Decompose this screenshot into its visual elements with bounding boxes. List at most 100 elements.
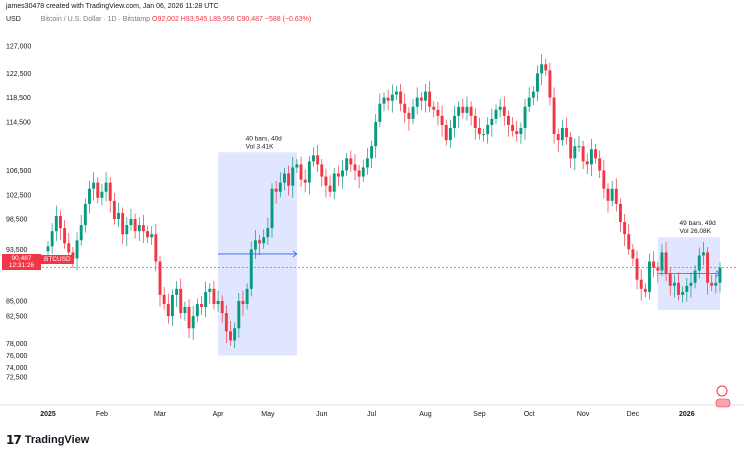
candle-body — [282, 173, 286, 183]
candle-body — [241, 300, 245, 304]
candle-body — [515, 131, 519, 135]
symbol-legend: USD Bitcoin / U.S. Dollar · 1D · Bitstam… — [6, 16, 311, 23]
candle-body — [349, 158, 353, 165]
candle-body — [440, 115, 444, 125]
symbol-name[interactable]: Bitcoin / U.S. Dollar · 1D · Bitstamp — [40, 16, 151, 23]
candle-body — [382, 97, 386, 104]
candle-body — [303, 179, 307, 183]
candle-body — [635, 258, 639, 280]
candle-body — [544, 64, 548, 71]
candle-body — [154, 234, 158, 262]
candle-body — [54, 216, 58, 232]
candle-body — [370, 146, 374, 159]
candle-body — [415, 97, 419, 107]
y-tick-label: 102,500 — [6, 192, 31, 199]
candle-body — [618, 203, 622, 223]
candle-body — [312, 155, 315, 162]
candle-body — [444, 124, 448, 141]
candle-body — [419, 97, 423, 101]
candle-body — [403, 103, 407, 113]
tradingview-logo[interactable]: 17 TradingView — [6, 433, 89, 447]
candle-body — [527, 97, 531, 107]
candle-body — [133, 219, 137, 232]
x-month-label: Sep — [473, 411, 486, 418]
range-arrow-head — [292, 250, 298, 258]
candle-body — [660, 252, 664, 271]
candle-body — [602, 170, 606, 189]
range-annotation-text: Vol 3.41K — [246, 143, 274, 150]
candle-body — [614, 188, 618, 204]
y-tick-label: 74,000 — [6, 365, 28, 372]
y-tick-label: 85,000 — [6, 298, 28, 305]
candle-body — [237, 300, 241, 329]
candle-body — [457, 106, 461, 116]
candle-body — [195, 304, 199, 317]
candle-body — [158, 261, 162, 295]
x-month-label: Mar — [154, 411, 167, 418]
candle-body — [262, 237, 266, 244]
ohlc-values: O92,002 H93,545 L89,956 C90,487 −588 (−0… — [152, 16, 312, 23]
candle-body — [141, 225, 145, 232]
x-month-label: Jun — [316, 411, 327, 418]
candle-body — [341, 170, 344, 177]
candle-body — [75, 240, 79, 259]
candle-body — [631, 249, 635, 259]
plot-area — [42, 30, 716, 392]
candle-body — [552, 97, 556, 135]
candle-body — [112, 200, 116, 220]
candle-body — [83, 203, 87, 226]
y-tick-label: 76,000 — [6, 353, 28, 360]
candle-body — [610, 188, 614, 201]
y-tick-label: 122,500 — [6, 71, 31, 78]
candle-body — [278, 182, 282, 192]
candle-body — [581, 146, 585, 162]
candle-body — [287, 173, 291, 186]
x-month-label: Feb — [96, 411, 108, 418]
candle-body — [656, 267, 660, 271]
candle-body — [229, 331, 232, 341]
candle-body — [46, 246, 50, 252]
candle-body — [482, 134, 486, 136]
y-tick-label: 93,500 — [6, 247, 28, 254]
candle-body — [394, 91, 398, 95]
candle-body — [357, 170, 361, 177]
candle-body — [187, 307, 191, 329]
candle-body — [121, 212, 125, 235]
candle-body — [643, 288, 647, 292]
candle-body — [436, 109, 440, 116]
candle-body — [63, 228, 67, 244]
candle-body — [88, 188, 91, 204]
candle-body — [432, 106, 436, 110]
candle-body — [166, 304, 170, 317]
candle-body — [336, 173, 340, 177]
candle-body — [58, 216, 62, 229]
candle-body — [92, 182, 96, 189]
candle-body — [104, 182, 108, 192]
candle-body — [556, 134, 560, 141]
candle-body — [569, 137, 573, 159]
candle-body — [399, 91, 403, 104]
candle-body — [486, 124, 490, 135]
currency-label[interactable]: USD — [6, 16, 21, 23]
candle-body — [117, 212, 120, 220]
range-annotation-text: 49 bars, 49d — [680, 220, 717, 227]
candle-body — [274, 188, 278, 192]
candle-body — [390, 94, 394, 101]
y-tick-label: 127,000 — [6, 44, 31, 51]
candle-body — [648, 261, 651, 292]
candle-body — [718, 267, 722, 283]
last-price-value: 90,487 — [11, 255, 32, 262]
symbol-badge: BTCUSD — [41, 255, 74, 264]
candle-body — [353, 164, 357, 171]
candle-body — [183, 307, 187, 314]
y-tick-label: 78,000 — [6, 341, 28, 348]
candle-body — [428, 91, 432, 107]
candle-body — [693, 270, 697, 283]
candle-body — [585, 161, 589, 165]
candle-body — [79, 225, 83, 241]
candle-body — [295, 164, 299, 168]
candle-body — [652, 261, 656, 268]
candle-body — [191, 316, 195, 329]
candle-body — [150, 234, 154, 238]
